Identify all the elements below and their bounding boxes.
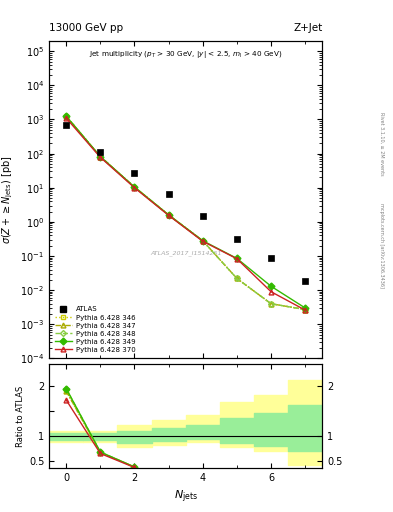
Pythia 6.428 348 [235,275,239,282]
Pythia 6.428 370 [64,115,68,121]
Pythia 6.428 349 [98,154,103,160]
Pythia 6.428 349 [235,255,239,262]
Pythia 6.428 349 [64,113,68,119]
Pythia 6.428 346 [98,154,103,160]
Pythia 6.428 347 [235,275,239,282]
Pythia 6.428 370 [235,255,239,262]
Y-axis label: Ratio to ATLAS: Ratio to ATLAS [16,386,25,446]
Text: Rivet 3.1.10, ≥ 2M events: Rivet 3.1.10, ≥ 2M events [379,112,384,175]
Line: Pythia 6.428 370: Pythia 6.428 370 [64,116,308,312]
Pythia 6.428 348 [303,307,308,313]
Pythia 6.428 346 [64,113,68,119]
Pythia 6.428 346 [303,307,308,313]
Pythia 6.428 370 [303,307,308,313]
ATLAS [235,236,239,242]
Text: 13000 GeV pp: 13000 GeV pp [49,23,123,33]
Pythia 6.428 347 [166,212,171,218]
Pythia 6.428 347 [303,307,308,313]
X-axis label: $N_\mathrm{jets}$: $N_\mathrm{jets}$ [174,489,198,505]
Text: ATLAS_2017_I1514251: ATLAS_2017_I1514251 [150,251,221,257]
Pythia 6.428 348 [64,113,68,119]
Pythia 6.428 349 [200,238,205,244]
ATLAS [166,191,171,197]
Text: Jet multiplicity ($p_T$ > 30 GeV, $|y|$ < 2.5, $m_\mathrm{l}$ > 40 GeV): Jet multiplicity ($p_T$ > 30 GeV, $|y|$ … [89,49,283,60]
Pythia 6.428 347 [132,184,137,190]
Pythia 6.428 349 [132,184,137,190]
Line: Pythia 6.428 348: Pythia 6.428 348 [64,114,307,312]
Pythia 6.428 347 [64,113,68,119]
Pythia 6.428 370 [166,212,171,219]
Pythia 6.428 346 [132,184,137,190]
Pythia 6.428 349 [303,305,308,311]
Line: ATLAS: ATLAS [63,122,309,285]
Pythia 6.428 347 [200,238,205,244]
ATLAS [64,122,68,128]
Pythia 6.428 348 [166,212,171,218]
Line: Pythia 6.428 349: Pythia 6.428 349 [64,114,308,310]
ATLAS [303,279,308,285]
ATLAS [98,149,103,155]
Pythia 6.428 348 [269,301,274,307]
Line: Pythia 6.428 346: Pythia 6.428 346 [64,114,308,312]
Legend: ATLAS, Pythia 6.428 346, Pythia 6.428 347, Pythia 6.428 348, Pythia 6.428 349, P: ATLAS, Pythia 6.428 346, Pythia 6.428 34… [53,304,137,355]
Pythia 6.428 348 [98,154,103,160]
Pythia 6.428 349 [269,283,274,289]
Pythia 6.428 347 [98,154,103,160]
Pythia 6.428 370 [269,289,274,295]
Pythia 6.428 348 [200,238,205,244]
Pythia 6.428 346 [200,238,205,244]
Text: Z+Jet: Z+Jet [293,23,322,33]
Pythia 6.428 347 [269,301,274,307]
Text: mcplots.cern.ch [arXiv:1306.3436]: mcplots.cern.ch [arXiv:1306.3436] [379,203,384,288]
Pythia 6.428 370 [200,238,205,244]
Pythia 6.428 346 [269,301,274,307]
Pythia 6.428 349 [166,212,171,218]
ATLAS [269,255,274,262]
Line: Pythia 6.428 347: Pythia 6.428 347 [64,114,308,312]
ATLAS [132,170,137,176]
Y-axis label: $\sigma(Z + \geq N_\mathrm{jets})$ [pb]: $\sigma(Z + \geq N_\mathrm{jets})$ [pb] [0,155,15,244]
ATLAS [200,213,205,219]
Pythia 6.428 348 [132,184,137,190]
Pythia 6.428 346 [235,275,239,282]
Pythia 6.428 370 [98,154,103,160]
Pythia 6.428 370 [132,185,137,191]
Pythia 6.428 346 [166,212,171,218]
